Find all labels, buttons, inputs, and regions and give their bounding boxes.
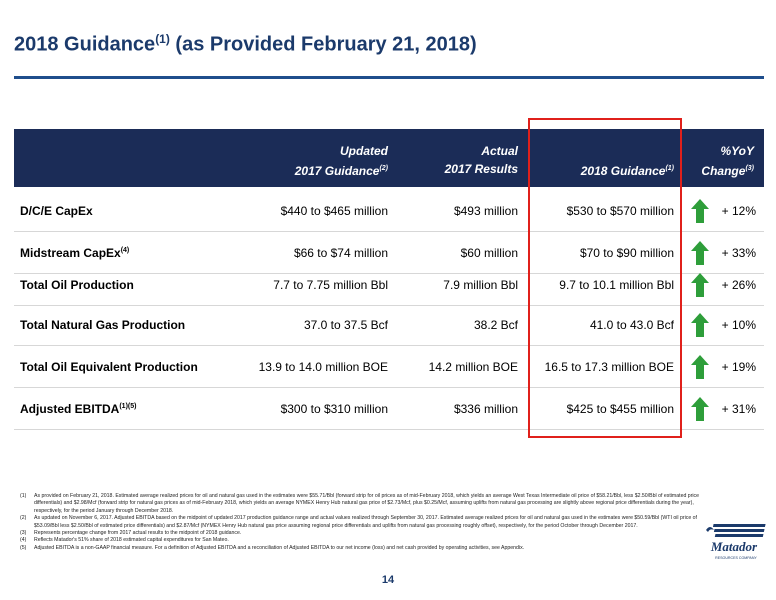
header-updated-line1: Updated — [340, 144, 388, 158]
footnotes: (1) As provided on February 21, 2018. Est… — [20, 493, 700, 552]
row-label: Total Oil Equivalent Production — [20, 346, 198, 388]
footnote: (2) As updated on November 6, 2017. Adjus… — [20, 515, 700, 530]
page-title: 2018 Guidance(1) (as Provided February 2… — [14, 32, 477, 57]
cell-actual: 7.9 million Bbl — [443, 278, 518, 292]
cell-updated: 37.0 to 37.5 Bcf — [303, 318, 388, 332]
row-label: Adjusted EBITDA(1)(5) — [20, 388, 136, 430]
cell-yoy: + 26% — [721, 278, 756, 292]
row-label: Midstream CapEx(4) — [20, 232, 129, 274]
cell-updated: 13.9 to 14.0 million BOE — [258, 360, 388, 374]
row-label-text: Adjusted EBITDA — [20, 402, 120, 416]
matador-logo: Matador RESOURCES COMPANY — [706, 524, 766, 560]
page-number: 14 — [381, 574, 395, 586]
logo-name: Matador — [710, 539, 758, 554]
table-row: Total Oil Equivalent Production 13.9 to … — [14, 346, 764, 388]
cell-guidance: $425 to $455 million — [566, 402, 674, 416]
header-2018-guidance: 2018 Guidance(1) — [581, 160, 674, 180]
header-yoy-line2: Change — [701, 164, 746, 178]
table-row: Midstream CapEx(4) $66 to $74 million $6… — [14, 232, 764, 274]
row-label: Total Natural Gas Production — [20, 304, 185, 346]
up-arrow-icon — [691, 313, 709, 337]
footnote-text: As updated on November 6, 2017. Adjusted… — [34, 515, 697, 529]
footnote-text: As provided on February 21, 2018. Estima… — [34, 493, 700, 514]
footnote: (4) Reflects Matador's 51% share of 2018 … — [20, 537, 700, 544]
cell-yoy: + 10% — [721, 318, 756, 332]
footnote: (1) As provided on February 21, 2018. Est… — [20, 493, 700, 515]
row-label-text: Total Oil Equivalent Production — [20, 360, 198, 374]
up-arrow-icon — [691, 355, 709, 379]
footnote-number: (5) — [20, 544, 27, 551]
footnote-text: Adjusted EBITDA is a non-GAAP financial … — [34, 544, 525, 551]
footnote-number: (3) — [20, 530, 27, 537]
title-suffix: (as Provided February 21, 2018) — [169, 33, 477, 56]
header-updated-line2: 2017 Guidance — [294, 164, 380, 178]
cell-yoy: + 33% — [721, 246, 756, 260]
row-label-sup: (1)(5) — [119, 403, 137, 410]
row-label: D/C/E CapEx — [20, 190, 93, 232]
cell-guidance: $530 to $570 million — [566, 204, 674, 218]
title-sup: (1) — [155, 32, 170, 46]
cell-guidance: 16.5 to 17.3 million BOE — [544, 360, 674, 374]
header-yoy-line1: %YoY — [720, 144, 754, 158]
footnote-text: Represents percentage change from 2017 a… — [34, 530, 242, 537]
header-updated-guidance: Updated 2017 Guidance(2) — [295, 142, 388, 180]
footnote-text: Reflects Matador's 51% share of 2018 est… — [34, 537, 229, 544]
up-arrow-icon — [691, 273, 709, 297]
row-label-text: Midstream CapEx — [20, 246, 121, 260]
footnote-number: (1) — [20, 493, 27, 499]
table-row: Total Oil Production 7.7 to 7.75 million… — [14, 264, 764, 306]
header-actual-results: Actual 2017 Results — [445, 142, 518, 178]
logo-tagline: RESOURCES COMPANY — [715, 556, 757, 560]
row-label-text: Total Oil Production — [20, 278, 134, 292]
cell-actual: $60 million — [460, 246, 518, 260]
cell-guidance: $70 to $90 million — [579, 246, 674, 260]
header-actual-line2: 2017 Results — [444, 162, 518, 176]
footnote: (5) Adjusted EBITDA is a non-GAAP financi… — [20, 545, 700, 552]
footnote: (3) Represents percentage change from 201… — [20, 530, 700, 537]
cell-guidance: 41.0 to 43.0 Bcf — [589, 318, 674, 332]
cell-yoy: + 12% — [721, 204, 756, 218]
header-yoy-sup: (3) — [745, 165, 754, 172]
cell-updated: $66 to $74 million — [293, 246, 388, 260]
up-arrow-icon — [691, 397, 709, 421]
table-header — [14, 129, 764, 187]
cell-updated: $300 to $310 million — [280, 402, 388, 416]
header-guidance-text: 2018 Guidance — [580, 164, 666, 178]
cell-guidance: 9.7 to 10.1 million Bbl — [559, 278, 674, 292]
cell-yoy: + 19% — [721, 360, 756, 374]
title-divider — [14, 76, 764, 79]
table-row: D/C/E CapEx $440 to $465 million $493 mi… — [14, 190, 764, 232]
row-label-text: Total Natural Gas Production — [20, 318, 186, 332]
cell-actual: 14.2 million BOE — [428, 360, 518, 374]
title-main: 2018 Guidance — [14, 33, 156, 56]
row-label: Total Oil Production — [20, 264, 134, 306]
row-label-text: D/C/E CapEx — [20, 204, 93, 218]
table-row: Adjusted EBITDA(1)(5) $300 to $310 milli… — [14, 388, 764, 430]
up-arrow-icon — [691, 241, 709, 265]
header-yoy-change: %YoY Change(3) — [701, 142, 754, 180]
cell-actual: 38.2 Bcf — [473, 318, 518, 332]
table-row: Total Natural Gas Production 37.0 to 37.… — [14, 304, 764, 346]
up-arrow-icon — [691, 199, 709, 223]
cell-actual: $493 million — [453, 204, 518, 218]
header-guidance-sup: (1) — [665, 165, 674, 172]
cell-updated: 7.7 to 7.75 million Bbl — [273, 278, 388, 292]
cell-yoy: + 31% — [721, 402, 756, 416]
row-label-sup: (4) — [120, 247, 130, 254]
footnote-number: (4) — [20, 537, 27, 544]
header-updated-sup: (2) — [379, 165, 388, 172]
guidance-highlight-box — [528, 118, 682, 438]
header-actual-line1: Actual — [481, 144, 518, 158]
footnote-number: (2) — [20, 515, 27, 522]
cell-updated: $440 to $465 million — [280, 204, 388, 218]
cell-actual: $336 million — [453, 402, 518, 416]
